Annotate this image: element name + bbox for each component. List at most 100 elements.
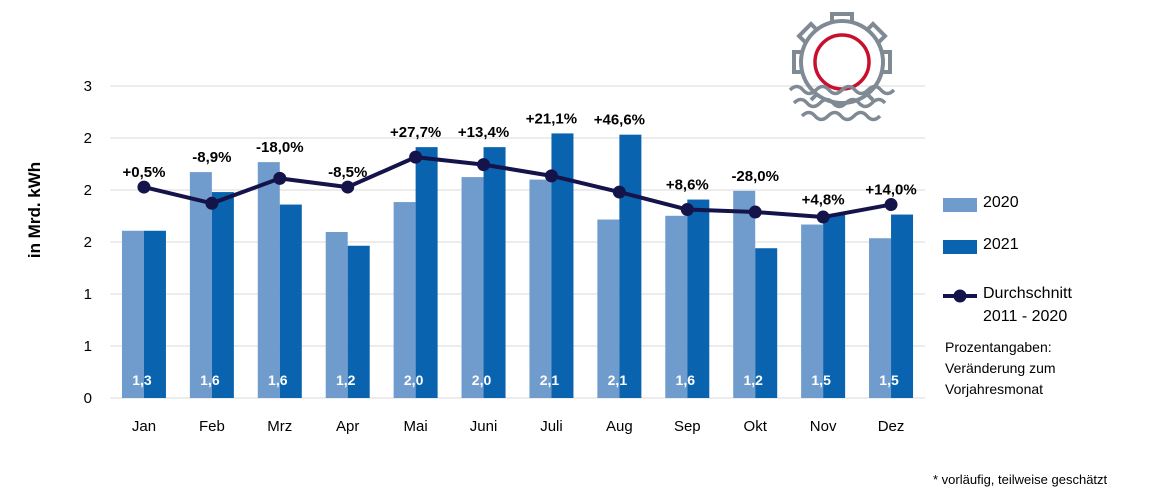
bar-2021-value-label: 1,5 [811,372,831,388]
x-tick-label: Mai [404,418,428,435]
bar-2021-value-label: 1,6 [676,372,696,388]
bar-2021 [755,248,778,398]
x-tick-label: Juli [540,418,563,435]
bar-2020 [325,232,348,398]
bar-2021 [211,192,234,398]
bar-2021 [143,230,166,398]
average-line-point [748,205,762,219]
bar-2021-value-label: 2,1 [608,372,628,388]
average-line [137,150,898,224]
x-tick-label: Mrz [267,418,292,435]
percent-annotation: -8,5% [328,164,367,181]
y-tick-label: 1 [84,338,92,355]
bar-2021-value-label: 1,6 [268,372,288,388]
legend-swatch-2021 [943,240,977,254]
x-tick-label: Jan [132,418,156,435]
x-tick-label: Nov [810,418,837,435]
y-tick-label: 3 [84,78,92,95]
bar-2020 [733,190,756,398]
percent-annotation: -18,0% [256,139,304,156]
percent-annotation: +27,7% [390,124,441,141]
y-axis-label: in Mrd. kWh [25,162,44,258]
average-line-point [816,210,830,224]
average-line-point [273,171,287,185]
bar-2021-value-label: 2,1 [540,372,560,388]
x-tick-label: Aug [606,418,633,435]
bar-2020 [529,179,552,398]
legend-label-2020: 2020 [983,194,1019,211]
average-line-point [341,180,355,194]
x-tick-label: Feb [199,418,225,435]
bar-2020 [189,172,212,398]
percent-annotation: -28,0% [731,168,779,185]
bar-2021 [347,245,370,398]
bars [121,133,914,398]
average-line-point [612,185,626,199]
y-tick-label: 0 [84,390,92,407]
legend-label-average-line1: Durchschnitt [983,285,1072,302]
legend-note-line1: Prozentangaben: [945,339,1052,355]
bar-2021 [415,147,438,398]
bar-2021-value-label: 2,0 [472,372,492,388]
bar-2020 [461,177,484,398]
bar-2021-value-label: 1,2 [743,372,763,388]
bar-2020 [665,215,688,398]
bar-value-labels: 1,3 1,6 1,6 1,2 2,0 2,0 2,1 2,1 1,6 1,2 1,5 1,5 [132,372,899,388]
average-line-point [409,150,423,164]
x-tick-label: Apr [336,418,359,435]
x-tick-label: Okt [744,418,768,435]
bar-2021 [619,134,642,398]
y-tick-label: 2 [84,182,92,199]
average-line-point [544,169,558,183]
x-axis-ticks: Jan Feb Mrz Apr Mai Juni Juli Aug Sep Okt Nov Dez [132,418,905,435]
bar-2020 [121,230,144,398]
bar-2021-value-label: 1,2 [336,372,356,388]
legend-label-average-line2: 2011 - 2020 [983,308,1068,325]
legend-note-line3: Vorjahresmonat [945,381,1044,397]
y-axis-ticks: 0 1 1 2 2 2 3 [84,78,92,407]
bar-2021-value-label: 1,6 [200,372,220,388]
percent-annotations: +0,5% -8,9% -18,0% -8,5% +27,7% +13,4% +21,1% +… [122,110,916,208]
percent-annotation: +21,1% [526,110,577,127]
legend-line-swatch [943,289,977,303]
percent-annotation: +13,4% [458,124,509,141]
x-tick-label: Juni [470,418,498,435]
x-tick-label: Dez [878,418,905,435]
percent-annotation: +4,8% [802,192,845,209]
bar-2020 [801,224,824,398]
percent-annotation: -8,9% [192,149,231,166]
x-tick-label: Sep [674,418,701,435]
y-tick-label: 2 [84,234,92,251]
average-line-point [884,198,898,212]
y-tick-label: 2 [84,130,92,147]
bar-2020 [257,162,280,398]
bar-2021 [687,199,710,398]
percent-annotation: +0,5% [122,164,165,181]
bar-2021 [483,147,506,398]
bar-2021-value-label: 1,3 [132,372,152,388]
percent-annotation: +14,0% [865,182,916,199]
bar-2020 [393,202,416,398]
bar-2021-value-label: 1,5 [879,372,899,388]
bar-2021 [823,214,846,398]
legend-label-2021: 2021 [983,236,1019,253]
bar-2020 [597,219,620,398]
legend-swatch-2020 [943,198,977,212]
percent-annotation: +8,6% [666,177,709,194]
footnote: * vorläufig, teilweise geschätzt [933,472,1108,487]
average-line-point [477,158,491,172]
bar-2020 [869,238,892,398]
bar-2021 [279,204,302,398]
bar-2021 [891,214,914,398]
average-line-point [137,180,151,194]
bar-2021 [551,133,574,398]
average-line-point [680,203,694,217]
bar-2021-value-label: 2,0 [404,372,424,388]
percent-annotation: +46,6% [594,112,645,129]
average-line-path [143,155,892,220]
y-tick-label: 1 [84,286,92,303]
average-line-point [205,196,219,210]
legend-note-line2: Veränderung zum [945,360,1056,376]
hydropower-wheel-icon [788,12,896,122]
